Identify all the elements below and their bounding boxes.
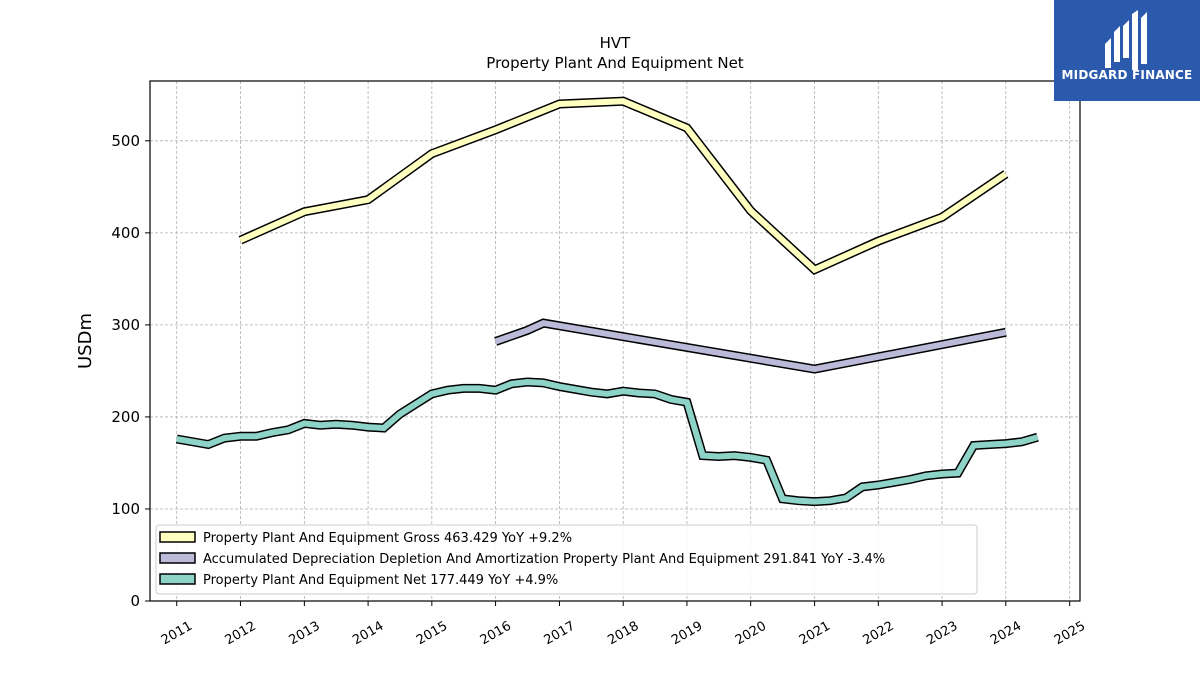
x-tick-label: 2024: [988, 619, 1024, 649]
legend-label: Property Plant And Equipment Net 177.449…: [203, 573, 558, 588]
legend-swatch: [159, 531, 196, 543]
x-tick-label: 2023: [924, 619, 960, 649]
series-line: [239, 98, 1008, 274]
legend-swatch: [159, 552, 196, 564]
x-tick-label: 2012: [223, 619, 259, 649]
x-tick-label: 2013: [287, 619, 323, 649]
x-tick-label: 2025: [1052, 619, 1088, 649]
brand-mark-icon: [1105, 10, 1147, 70]
x-tick-label: 2020: [733, 619, 769, 649]
y-tick-label: 500: [111, 132, 140, 150]
y-tick-label: 100: [111, 500, 140, 518]
legend-label: Accumulated Depreciation Depletion And A…: [203, 552, 885, 567]
series-lines: [175, 96, 1039, 507]
y-axis-ticks: 0 100 200 300 400 500: [111, 132, 150, 610]
series-line: [494, 319, 1007, 373]
x-tick-label: 2019: [669, 619, 705, 649]
x-tick-label: 2017: [542, 619, 578, 649]
brand-logo: MIDGARD FINANCE: [1054, 0, 1200, 101]
x-tick-label: 2016: [478, 619, 514, 649]
x-tick-label: 2018: [605, 619, 641, 649]
legend-label: Property Plant And Equipment Gross 463.4…: [203, 531, 572, 546]
y-axis-label: USDm: [75, 313, 96, 369]
legend-swatch: [159, 573, 196, 585]
x-tick-label: 2021: [797, 619, 833, 649]
chart-title: HVT: [600, 34, 632, 52]
series-line-outline: [175, 377, 1039, 507]
x-axis-ticks: 2011 2012 2013 2014 2015 2016 2017 2018 2019 2020…: [159, 601, 1088, 648]
y-tick-label: 200: [111, 408, 140, 426]
chart-subtitle: Property Plant And Equipment Net: [486, 54, 743, 72]
plot-frame: [149, 80, 1081, 602]
x-tick-label: 2022: [860, 619, 896, 649]
series-line: [176, 378, 1039, 505]
y-tick-label: 400: [111, 224, 140, 242]
y-tick-label: 300: [111, 316, 140, 334]
brand-name: MIDGARD FINANCE: [1061, 68, 1193, 82]
legend-box: [155, 524, 978, 595]
y-tick-label: 0: [130, 592, 140, 610]
x-tick-label: 2015: [414, 619, 450, 649]
x-tick-label: 2011: [159, 619, 195, 649]
legend: Property Plant And Equipment Gross 463.4…: [155, 524, 978, 595]
x-tick-label: 2014: [350, 619, 386, 649]
